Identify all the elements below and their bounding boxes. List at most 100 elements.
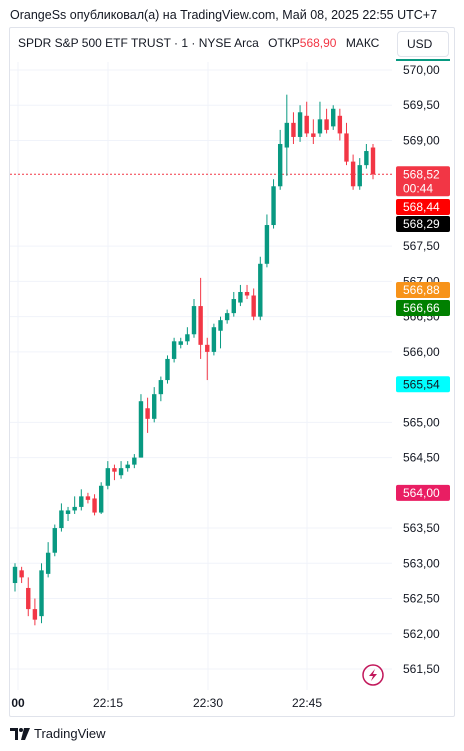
price-tag-pink-level: 564,00: [396, 484, 450, 501]
candle: [284, 94, 290, 176]
y-tick-label: 566,00: [403, 345, 440, 359]
candle-body: [218, 320, 223, 331]
candle: [26, 577, 31, 617]
candle: [92, 494, 97, 516]
y-tick-label: 562,00: [403, 627, 440, 641]
candle-body: [198, 306, 203, 345]
candle-body: [231, 299, 236, 314]
candle: [231, 291, 236, 317]
candle: [311, 119, 316, 144]
candle: [112, 464, 117, 481]
candle-body: [337, 115, 343, 134]
y-tick-label: 569,00: [403, 133, 440, 147]
candle-body: [98, 485, 104, 513]
candle: [370, 143, 376, 180]
price-tag-value: 566,88: [403, 283, 440, 297]
candle: [198, 277, 203, 359]
footer-brand[interactable]: TradingView: [10, 726, 106, 741]
candle: [304, 101, 309, 137]
candle-body: [125, 464, 130, 469]
candle-body: [350, 161, 356, 187]
candle-body: [138, 401, 144, 458]
candle-body: [132, 457, 137, 465]
candle: [65, 506, 71, 522]
price-tag-value: 568,44: [403, 200, 440, 214]
candle: [297, 105, 303, 142]
symbol-text: SPDR S&P 500 ETF TRUST · 1 · NYSE Arca: [18, 36, 259, 50]
price-tag-orange-level: 566,88: [396, 282, 450, 298]
candle: [59, 503, 64, 532]
candle-body: [291, 122, 296, 137]
candle: [52, 524, 57, 557]
open-value: 568,90: [299, 36, 337, 50]
y-tick-label: 563,00: [403, 556, 440, 570]
candle: [337, 108, 343, 141]
candle-body: [158, 380, 164, 395]
candle: [264, 214, 270, 268]
candle-body: [85, 496, 91, 500]
candle-body: [284, 122, 290, 148]
candle: [251, 288, 256, 321]
price-tag-cyan-level: 565,54: [396, 376, 450, 393]
price-tag-bid-price: 568,44: [396, 199, 450, 215]
candle: [331, 105, 336, 130]
candle: [98, 482, 104, 514]
candle: [72, 496, 77, 514]
candle-body: [39, 570, 44, 617]
grid-lines: [10, 62, 392, 690]
price-tag-value: 568,52: [403, 167, 440, 181]
candle-body: [59, 510, 64, 529]
price-tag-ask-price: 568,29: [396, 216, 450, 232]
y-tick-label: 562,50: [403, 592, 440, 606]
price-tag-value: 564,00: [403, 486, 440, 500]
candle: [291, 112, 296, 144]
candle: [19, 566, 24, 584]
candle: [357, 158, 362, 190]
attribution-text: OrangeSs опубликовал(а) на TradingView.c…: [10, 8, 438, 22]
candle-body: [244, 291, 250, 296]
candle: [165, 355, 170, 384]
price-tag-value: 566,66: [403, 301, 440, 315]
candle: [224, 309, 230, 324]
candle: [218, 316, 223, 349]
candle-body: [304, 115, 309, 134]
candle: [344, 122, 349, 166]
y-tick-label: 565,00: [403, 415, 440, 429]
candle: [211, 323, 217, 356]
y-tick-label: 567,50: [403, 239, 440, 253]
candle: [132, 454, 137, 469]
tradingview-logo-icon: [10, 727, 30, 740]
y-tick-label: 569,50: [403, 98, 440, 112]
candle: [118, 461, 124, 479]
chart-panel[interactable]: [9, 27, 455, 717]
candle-body: [277, 143, 283, 187]
candle-body: [32, 609, 38, 620]
candle: [277, 129, 283, 190]
candle: [158, 376, 164, 402]
currency-button[interactable]: USD: [397, 31, 449, 57]
candle: [317, 101, 323, 137]
y-tick-label: 570,00: [403, 63, 440, 77]
candle-body: [251, 295, 256, 317]
symbol-legend: SPDR S&P 500 ETF TRUST · 1 · NYSE Arca О…: [18, 36, 379, 50]
candle: [364, 143, 369, 169]
candle-body: [185, 334, 190, 342]
candle-body: [152, 394, 157, 419]
candle: [85, 492, 91, 504]
candle: [185, 327, 190, 345]
candle: [32, 598, 38, 626]
candle: [39, 563, 44, 624]
candle-body: [178, 341, 183, 345]
candle-body: [370, 147, 376, 175]
x-tick-label: 22:30: [193, 696, 223, 710]
candle-body: [344, 133, 349, 162]
x-tick-label: 00: [11, 696, 25, 710]
price-axis: 570,00569,50569,00567,50567,00566,50566,…: [403, 63, 440, 676]
open-label: ОТКР: [268, 36, 300, 50]
candle-body: [45, 552, 51, 574]
candle-body: [105, 468, 111, 486]
candle: [138, 394, 144, 458]
candle-body: [271, 186, 276, 226]
